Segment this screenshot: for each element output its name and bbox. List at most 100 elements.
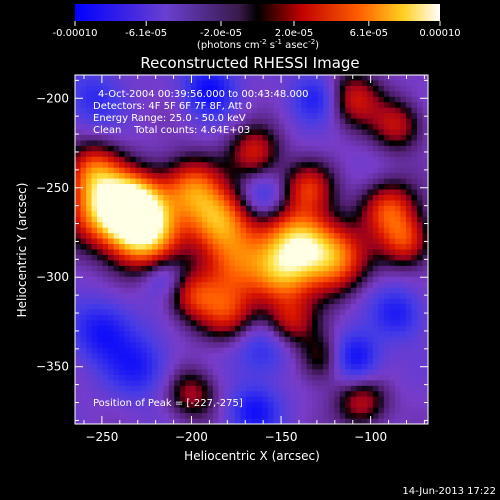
heatmap-cell [141, 162, 148, 169]
heatmap-cell [323, 325, 330, 332]
heatmap-cell [196, 276, 203, 283]
heatmap-cell [157, 205, 164, 212]
heatmap-cell [257, 205, 264, 212]
heatmap-cell [317, 75, 324, 82]
heatmap-cell [119, 254, 126, 261]
y-axis-label: Heliocentric Y (arcsec) [15, 183, 29, 318]
heatmap-cell [290, 184, 297, 191]
heatmap-cell [102, 298, 109, 305]
heatmap-cell [207, 205, 214, 212]
heatmap-cell [135, 124, 142, 131]
heatmap-cell [334, 342, 341, 349]
heatmap-cell [196, 418, 203, 424]
heatmap-cell [268, 282, 275, 289]
heatmap-cell [257, 380, 264, 387]
heatmap-cell [279, 325, 286, 332]
heatmap-cell [108, 129, 115, 136]
heatmap-cell [328, 222, 335, 229]
heatmap-cell [268, 385, 275, 392]
heatmap-cell [141, 222, 148, 229]
heatmap-cell [163, 364, 170, 371]
heatmap-cell [328, 402, 335, 409]
heatmap-cell [262, 134, 269, 142]
heatmap-cell [416, 145, 424, 152]
heatmap-cell [108, 287, 115, 294]
heatmap-cell [124, 178, 131, 185]
heatmap-cell [411, 216, 418, 223]
heatmap-cell [350, 107, 357, 114]
heatmap-cell [86, 178, 93, 185]
heatmap-cell [86, 167, 93, 174]
heatmap-cell [97, 113, 104, 120]
heatmap-cell [334, 205, 341, 212]
heatmap-cell [141, 331, 148, 338]
heatmap-cell [245, 80, 253, 87]
heatmap-cell [218, 96, 225, 103]
heatmap-cell [323, 293, 330, 300]
heatmap-cell [323, 211, 330, 218]
colorbar [75, 4, 440, 21]
heatmap-cell [405, 140, 413, 147]
heatmap-cell [367, 162, 374, 169]
heatmap-cell [174, 124, 181, 131]
heatmap-cell [279, 265, 286, 272]
heatmap-cell [262, 189, 269, 196]
heatmap-cell [251, 374, 258, 381]
heatmap-cell [323, 227, 330, 234]
heatmap-cell [350, 102, 357, 109]
heatmap-cell [284, 173, 291, 180]
heatmap-cell [295, 347, 302, 354]
heatmap-cell [245, 227, 253, 234]
heatmap-cell [361, 85, 368, 92]
heatmap-cell [356, 151, 363, 158]
heatmap-cell [119, 211, 126, 218]
heatmap-cell [91, 407, 98, 414]
heatmap-cell [190, 227, 197, 234]
heatmap-cell [361, 391, 368, 398]
heatmap-cell [168, 200, 175, 207]
heatmap-cell [229, 402, 236, 409]
heatmap-cell [91, 75, 98, 82]
heatmap-cell [405, 342, 413, 349]
heatmap-cell [389, 96, 396, 103]
heatmap-cell [268, 309, 275, 316]
heatmap-cell [223, 304, 231, 311]
heatmap-cell [323, 222, 330, 229]
heatmap-cell [323, 342, 330, 349]
heatmap-cell [400, 189, 407, 196]
heatmap-cell [334, 314, 341, 321]
heatmap-cell [306, 96, 313, 103]
heatmap-cell [174, 260, 181, 267]
heatmap-cell [389, 369, 396, 376]
heatmap-cell [323, 85, 330, 92]
heatmap-cell [102, 396, 109, 403]
heatmap-cell [141, 216, 148, 223]
heatmap-cell [422, 102, 428, 109]
heatmap-cell [207, 189, 214, 196]
heatmap-cell [301, 102, 308, 109]
heatmap-cell [411, 347, 418, 354]
heatmap-cell [185, 200, 192, 207]
heatmap-cell [422, 75, 428, 82]
heatmap-cell [383, 418, 390, 424]
heatmap-cell [290, 304, 297, 311]
heatmap-cell [135, 271, 142, 278]
heatmap-cell [212, 140, 220, 147]
heatmap-cell [422, 413, 428, 420]
heatmap-cell [339, 364, 346, 371]
heatmap-cell [119, 298, 126, 305]
heatmap-cell [245, 205, 253, 212]
colorbar-tick-label: -6.1e-05 [125, 28, 167, 39]
heatmap-cell [268, 200, 275, 207]
heatmap-cell [273, 178, 280, 185]
heatmap-cell [350, 391, 357, 398]
heatmap-cell [196, 189, 203, 196]
heatmap-cell [268, 380, 275, 387]
heatmap-cell [257, 353, 264, 360]
heatmap-cell [405, 244, 413, 251]
heatmap-cell [234, 407, 242, 414]
heatmap-cell [234, 96, 242, 103]
heatmap-cell [86, 107, 93, 114]
heatmap-cell [416, 314, 424, 321]
heatmap-cell [240, 107, 247, 114]
